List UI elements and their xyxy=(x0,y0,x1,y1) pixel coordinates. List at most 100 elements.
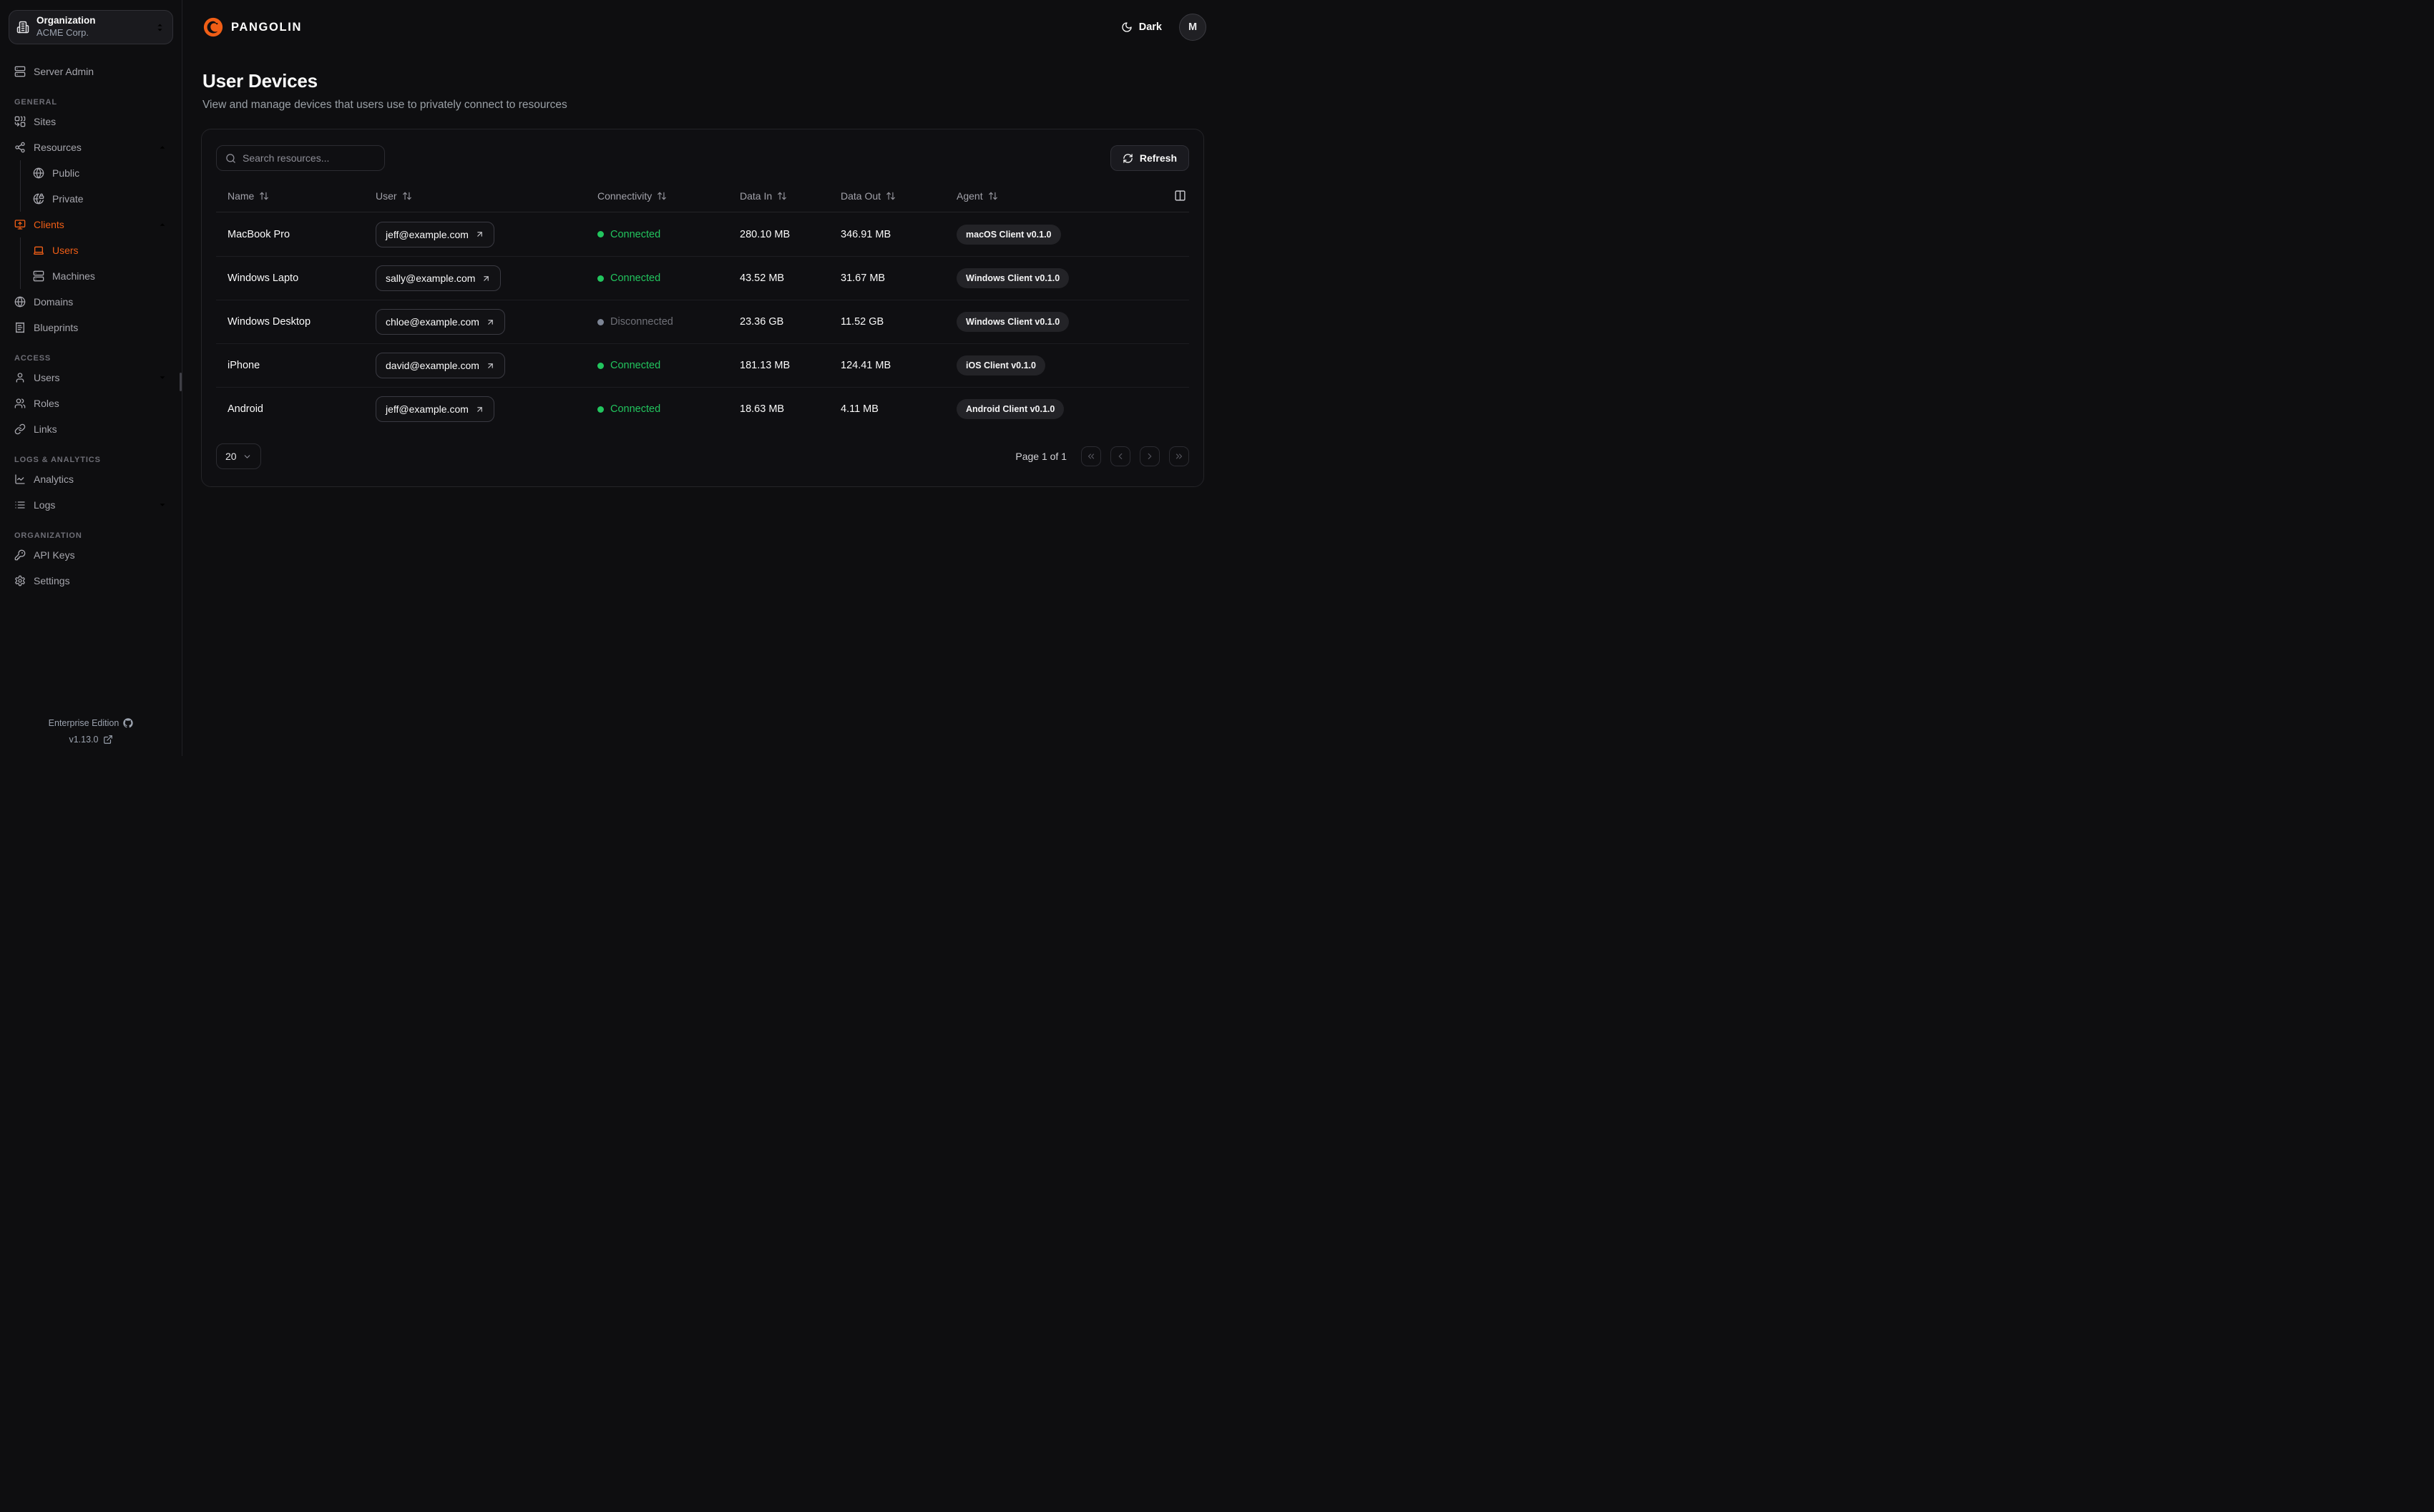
users-icon xyxy=(14,398,26,408)
column-header-connectivity[interactable]: Connectivity xyxy=(597,190,740,202)
table-row: Windows Lapto sally@example.com Connecte… xyxy=(216,256,1189,300)
user-link-chip[interactable]: david@example.com xyxy=(376,353,505,378)
table-row: Windows Desktop chloe@example.com Discon… xyxy=(216,300,1189,343)
table-row: Android jeff@example.com Connected 18.63… xyxy=(216,387,1189,431)
github-icon xyxy=(123,718,134,728)
chevron-up-icon xyxy=(160,146,165,149)
last-page-button[interactable] xyxy=(1169,446,1189,466)
column-visibility-button[interactable] xyxy=(1174,190,1186,202)
sidebar-item-blueprints[interactable]: Blueprints xyxy=(9,315,173,340)
topbar: PANGOLIN Dark M xyxy=(182,0,1217,54)
sort-icon xyxy=(402,192,411,200)
devices-card: Refresh Name User Connectivity Data In D… xyxy=(201,129,1204,487)
sidebar-item-analytics[interactable]: Analytics xyxy=(9,466,173,492)
sidebar: Organization ACME Corp. Server Admin GEN… xyxy=(0,0,182,756)
data-out-value: 4.11 MB xyxy=(841,403,879,415)
status-dot xyxy=(597,362,604,369)
data-in-value: 18.63 MB xyxy=(740,403,785,415)
sidebar-item-users[interactable]: Users xyxy=(9,365,173,391)
sidebar-item-logs[interactable]: Logs xyxy=(9,492,173,518)
sidebar-item-links[interactable]: Links xyxy=(9,416,173,442)
user-link-chip[interactable]: jeff@example.com xyxy=(376,221,494,247)
edition-link[interactable]: Enterprise Edition xyxy=(49,718,134,728)
sidebar-item-machines[interactable]: Machines xyxy=(27,263,173,289)
column-header-user[interactable]: User xyxy=(376,190,597,202)
key-icon xyxy=(14,549,26,561)
chevron-left-icon xyxy=(1118,453,1123,460)
column-header-agent[interactable]: Agent xyxy=(957,190,998,202)
agent-badge: iOS Client v0.1.0 xyxy=(957,355,1045,375)
sidebar-item-clients[interactable]: Clients xyxy=(9,212,173,237)
search-input[interactable] xyxy=(243,152,376,164)
avatar-initial: M xyxy=(1188,21,1198,33)
arrow-up-right-icon xyxy=(477,406,482,412)
link-icon xyxy=(14,423,26,435)
version-label: v1.13.0 xyxy=(69,735,99,745)
data-out-value: 124.41 MB xyxy=(841,360,891,371)
monitor-up-icon xyxy=(14,220,26,230)
agent-badge: Android Client v0.1.0 xyxy=(957,399,1065,419)
main-content: PANGOLIN Dark M User Devices View and ma… xyxy=(182,0,1217,756)
list-icon xyxy=(15,501,25,509)
device-name: MacBook Pro xyxy=(228,228,290,240)
laptop-icon xyxy=(34,246,44,255)
sidebar-item-private[interactable]: Private xyxy=(27,186,173,212)
table-header: Name User Connectivity Data In Data Out xyxy=(216,180,1189,212)
chevron-down-icon xyxy=(244,454,250,458)
status-dot xyxy=(597,406,604,413)
sidebar-item-api-keys[interactable]: API Keys xyxy=(9,542,173,568)
page-title: User Devices xyxy=(202,70,318,92)
org-switcher[interactable]: Organization ACME Corp. xyxy=(9,10,173,44)
avatar[interactable]: M xyxy=(1179,14,1206,41)
page-size-select[interactable]: 20 xyxy=(216,443,261,469)
sort-icon xyxy=(658,192,667,200)
search-icon xyxy=(226,153,235,163)
sidebar-item-clients-users[interactable]: Users xyxy=(27,237,173,263)
first-page-button[interactable] xyxy=(1081,446,1101,466)
data-in-value: 43.52 MB xyxy=(740,273,785,284)
section-access: ACCESS xyxy=(14,354,52,363)
receipt-icon xyxy=(16,322,24,333)
sidebar-item-sites[interactable]: Sites xyxy=(9,109,173,134)
status-dot xyxy=(597,231,604,237)
sidebar-item-settings[interactable]: Settings xyxy=(9,568,173,594)
arrow-up-right-icon xyxy=(477,232,482,237)
sidebar-item-public[interactable]: Public xyxy=(27,160,173,186)
sidebar-item-server-admin[interactable]: Server Admin xyxy=(9,59,173,84)
refresh-button[interactable]: Refresh xyxy=(1110,145,1189,171)
server-icon xyxy=(33,270,44,282)
table-row: MacBook Pro jeff@example.com Connected 2… xyxy=(216,212,1189,256)
globe-lock-icon xyxy=(33,193,44,205)
user-icon xyxy=(16,373,24,383)
column-header-data-in[interactable]: Data In xyxy=(740,190,841,202)
status-dot xyxy=(597,318,604,325)
globe-icon xyxy=(14,296,26,308)
sort-icon xyxy=(886,192,895,200)
page-subtitle: View and manage devices that users use t… xyxy=(202,99,567,111)
user-link-chip[interactable]: jeff@example.com xyxy=(376,396,494,422)
section-logs-analytics: LOGS & ANALYTICS xyxy=(14,456,101,464)
resources-subtree: Public Private xyxy=(20,160,173,212)
chevron-up-icon xyxy=(160,223,165,226)
brand-logo-link[interactable]: PANGOLIN xyxy=(202,16,302,38)
theme-toggle[interactable]: Dark xyxy=(1121,21,1162,33)
sidebar-item-resources[interactable]: Resources xyxy=(9,134,173,160)
moon-icon xyxy=(1122,22,1132,32)
connectivity-status: Connected xyxy=(597,229,740,240)
column-header-data-out[interactable]: Data Out xyxy=(841,190,957,202)
section-organization: ORGANIZATION xyxy=(14,531,82,540)
data-in-value: 280.10 MB xyxy=(740,228,791,240)
table-row: iPhone david@example.com Connected 181.1… xyxy=(216,343,1189,387)
sidebar-item-roles[interactable]: Roles xyxy=(9,391,173,416)
version-link[interactable]: v1.13.0 xyxy=(69,735,112,745)
user-link-chip[interactable]: chloe@example.com xyxy=(376,309,505,335)
clients-subtree: Users Machines xyxy=(20,237,173,289)
next-page-button[interactable] xyxy=(1140,446,1160,466)
column-header-name[interactable]: Name xyxy=(216,190,376,202)
sidebar-scrollbar-thumb[interactable] xyxy=(180,373,182,391)
sort-icon xyxy=(260,192,269,200)
device-name: iPhone xyxy=(228,360,260,371)
previous-page-button[interactable] xyxy=(1110,446,1130,466)
sidebar-item-domains[interactable]: Domains xyxy=(9,289,173,315)
user-link-chip[interactable]: sally@example.com xyxy=(376,265,502,291)
